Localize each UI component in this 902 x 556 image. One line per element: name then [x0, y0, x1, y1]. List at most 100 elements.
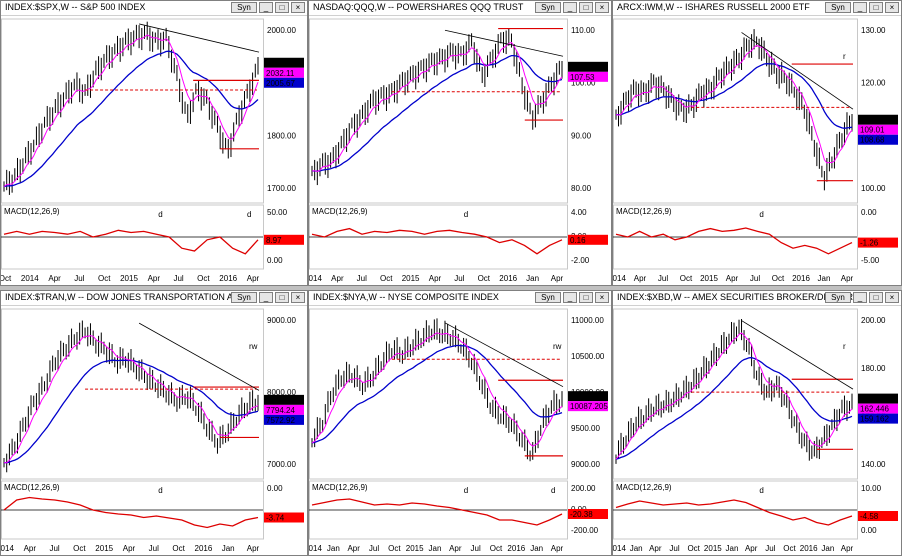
close-icon[interactable]: ×	[885, 2, 899, 13]
time-axis-label: Apr	[449, 544, 462, 553]
price-badge: 108.68	[860, 136, 885, 145]
maximize-icon[interactable]: □	[869, 2, 883, 13]
macd-line	[3, 229, 259, 255]
window-titlebar[interactable]: INDEX:$TRAN,W -- DOW JONES TRANSPORTATIO…	[1, 291, 307, 306]
chart-window-xbd[interactable]: INDEX:$XBD,W -- AMEX SECURITIES BROKER/D…	[612, 290, 902, 556]
close-icon[interactable]: ×	[291, 2, 305, 13]
time-axis-label: Apr	[726, 274, 739, 283]
close-icon[interactable]: ×	[885, 292, 899, 303]
time-axis-label: Jul	[74, 274, 84, 283]
minimize-icon[interactable]: _	[563, 2, 577, 13]
chart-area[interactable]: 2000.001900.001800.001700.002080.732032.…	[1, 15, 307, 285]
macd-axis-label: 50.00	[267, 208, 288, 217]
price-badge-bg	[568, 61, 608, 72]
time-axis-label: Jan	[530, 544, 543, 553]
macd-title: MACD(12,26,9)	[4, 483, 60, 492]
price-badge: 112.45	[860, 116, 884, 125]
window-titlebar[interactable]: INDEX:$NYA,W -- NYSE COMPOSITE INDEX Syn…	[309, 291, 611, 306]
price-axis-label: 80.00	[571, 184, 592, 193]
chart-window-nya[interactable]: INDEX:$NYA,W -- NYSE COMPOSITE INDEX Syn…	[308, 290, 612, 556]
time-axis-label: Jul	[669, 544, 679, 553]
price-badge: 109.01	[860, 126, 885, 135]
price-axis-label: 9000.00	[267, 316, 296, 325]
moving-average-fast	[615, 44, 853, 164]
chart-window-tran[interactable]: INDEX:$TRAN,W -- DOW JONES TRANSPORTATIO…	[0, 290, 308, 556]
sync-button[interactable]: Syn	[825, 292, 851, 303]
price-badge-bg	[858, 124, 898, 135]
minimize-icon[interactable]: _	[259, 2, 273, 13]
annotation-mark: d	[551, 486, 555, 495]
macd-badge-bg	[568, 234, 608, 245]
annotation-mark: d	[158, 486, 162, 495]
window-titlebar[interactable]: NASDAQ:QQQ,W -- POWERSHARES QQQ TRUST Sy…	[309, 1, 611, 16]
minimize-icon[interactable]: _	[563, 292, 577, 303]
chart-window-qqq[interactable]: NASDAQ:QQQ,W -- POWERSHARES QQQ TRUST Sy…	[308, 0, 612, 286]
time-axis-label: Jan	[327, 544, 340, 553]
time-axis-label: Jan	[429, 544, 442, 553]
chart-window-iwm[interactable]: ARCX:IWM,W -- ISHARES RUSSELL 2000 ETF S…	[612, 0, 902, 286]
maximize-icon[interactable]: □	[579, 2, 593, 13]
moving-average-fast	[311, 41, 563, 173]
macd-title: MACD(12,26,9)	[616, 483, 672, 492]
time-axis-label: Oct	[490, 544, 503, 553]
time-axis-label: Jan	[526, 274, 539, 283]
time-axis-label: Oct	[772, 274, 785, 283]
sync-button[interactable]: Syn	[535, 2, 561, 13]
price-badge-bg	[858, 134, 898, 145]
price-axis-label: 10500.00	[571, 352, 605, 361]
window-titlebar[interactable]: INDEX:$XBD,W -- AMEX SECURITIES BROKER/D…	[613, 291, 901, 306]
macd-badge: 8.97	[266, 236, 282, 245]
time-axis-label: Jul	[750, 274, 760, 283]
macd-badge: -4.58	[860, 512, 879, 521]
time-axis-label: Oct	[172, 544, 185, 553]
sync-button[interactable]: Syn	[825, 2, 851, 13]
maximize-icon[interactable]: □	[579, 292, 593, 303]
chart-area[interactable]: 11000.0010500.0010000.009500.009000.0010…	[309, 305, 611, 555]
macd-badge: -20.38	[570, 510, 593, 519]
price-axis-label: 2000.00	[267, 26, 296, 35]
annotation-mark: d	[158, 210, 162, 219]
time-axis-label: Jul	[49, 544, 59, 553]
time-axis-label: Jan	[630, 544, 643, 553]
chart-window-spx[interactable]: INDEX:$SPX,W -- S&P 500 INDEX Syn _ □ × …	[0, 0, 308, 286]
chart-area[interactable]: 200.00180.00160.00140.00165.967162.44615…	[613, 305, 901, 555]
maximize-icon[interactable]: □	[275, 2, 289, 13]
window-titlebar[interactable]: INDEX:$SPX,W -- S&P 500 INDEX Syn _ □ ×	[1, 1, 307, 16]
time-axis-label: Apr	[148, 274, 161, 283]
macd-title: MACD(12,26,9)	[616, 207, 672, 216]
price-badge: 2032.11	[266, 69, 295, 78]
macd-badge-bg	[568, 509, 608, 519]
macd-axis-label: 4.00	[571, 208, 587, 217]
close-icon[interactable]: ×	[595, 292, 609, 303]
time-axis-label: Jul	[357, 274, 367, 283]
macd-axis-label: 200.00	[571, 484, 596, 493]
macd-badge-bg	[264, 512, 304, 523]
maximize-icon[interactable]: □	[869, 292, 883, 303]
window-titlebar[interactable]: ARCX:IWM,W -- ISHARES RUSSELL 2000 ETF S…	[613, 1, 901, 16]
time-axis-label: Apr	[745, 544, 758, 553]
price-badge: 110.64	[570, 63, 594, 72]
sync-button[interactable]: Syn	[535, 292, 561, 303]
time-axis-label: 2016	[800, 544, 818, 553]
sync-button[interactable]: Syn	[231, 2, 257, 13]
price-axis-label: 11000.00	[571, 316, 604, 325]
close-icon[interactable]: ×	[595, 2, 609, 13]
price-badge-bg	[858, 403, 898, 414]
price-axis-label: 8000.00	[267, 388, 296, 397]
time-axis-label: 2016	[219, 274, 237, 283]
sync-button[interactable]: Syn	[231, 292, 257, 303]
price-axis-label: 180.00	[861, 364, 886, 373]
time-axis-label: Oct	[388, 544, 401, 553]
chart-area[interactable]: 130.00120.00110.00100.00112.45109.01108.…	[613, 15, 901, 285]
price-badge: 107.53	[570, 73, 595, 82]
time-axis-label: Oct	[1, 274, 12, 283]
maximize-icon[interactable]: □	[275, 292, 289, 303]
minimize-icon[interactable]: _	[853, 2, 867, 13]
moving-average-slow	[312, 54, 563, 172]
close-icon[interactable]: ×	[291, 292, 305, 303]
minimize-icon[interactable]: _	[853, 292, 867, 303]
chart-area[interactable]: 9000.00 8000.00 7000.00 7978.237794.247572.…	[1, 305, 307, 555]
minimize-icon[interactable]: _	[259, 292, 273, 303]
price-axis-label: 90.00	[571, 131, 592, 140]
